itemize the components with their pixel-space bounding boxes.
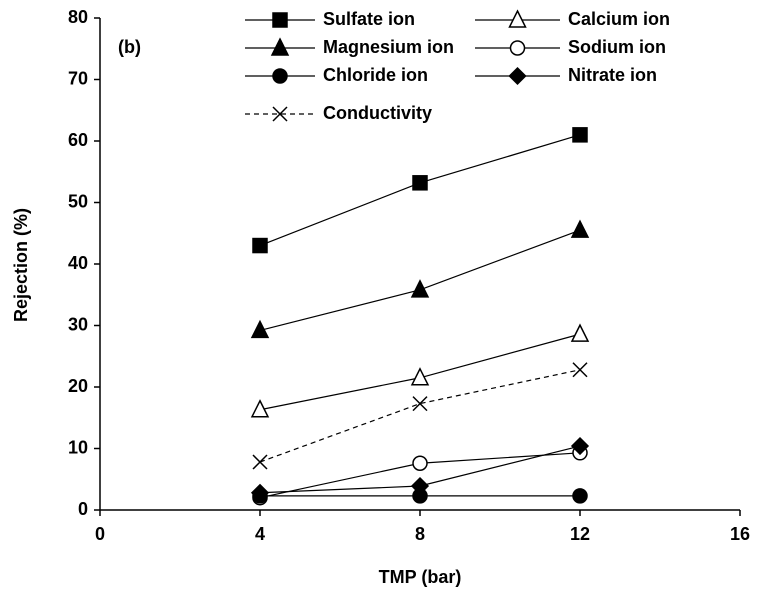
annotation: (b): [118, 37, 141, 57]
y-tick-label: 50: [68, 191, 88, 211]
y-tick-label: 0: [78, 499, 88, 519]
y-axis-label: Rejection (%): [11, 208, 31, 322]
legend-label: Nitrate ion: [568, 65, 657, 85]
data-point: [410, 476, 430, 496]
data-point: [250, 319, 270, 339]
legend-marker: [509, 40, 526, 56]
legend-marker: [272, 106, 288, 122]
y-tick-label: 40: [68, 253, 88, 273]
y-tick-label: 80: [68, 7, 88, 27]
legend-label: Conductivity: [323, 103, 432, 123]
data-point: [250, 399, 270, 418]
legend-label: Chloride ion: [323, 65, 428, 85]
data-point: [570, 436, 590, 456]
y-tick-label: 20: [68, 376, 88, 396]
legend-label: Magnesium ion: [323, 37, 454, 57]
x-tick-label: 8: [415, 524, 425, 544]
data-point: [250, 483, 270, 502]
y-tick-label: 10: [68, 437, 88, 457]
data-point: [572, 488, 588, 504]
x-tick-label: 16: [730, 524, 750, 544]
series-line: [259, 369, 581, 463]
data-point: [572, 127, 588, 143]
x-axis-label: TMP (bar): [379, 567, 462, 587]
x-tick-label: 4: [255, 524, 265, 544]
legend-label: Sodium ion: [568, 37, 666, 57]
y-tick-label: 70: [68, 68, 88, 88]
y-tick-label: 30: [68, 314, 88, 334]
data-point: [570, 219, 590, 238]
data-point: [570, 323, 590, 342]
legend-label: Calcium ion: [568, 9, 670, 29]
x-tick-label: 0: [95, 524, 105, 544]
x-tick-label: 12: [570, 524, 590, 544]
legend-label: Sulfate ion: [323, 9, 415, 29]
data-point: [410, 367, 430, 386]
legend-marker: [508, 9, 527, 28]
data-point: [412, 396, 428, 412]
data-point: [410, 279, 430, 298]
y-tick-label: 60: [68, 130, 88, 150]
legend-marker: [272, 68, 288, 84]
data-point: [252, 454, 268, 470]
data-point: [412, 175, 428, 191]
data-point: [572, 362, 588, 378]
data-point: [252, 237, 268, 254]
legend-marker: [508, 66, 527, 86]
data-point: [412, 455, 428, 472]
legend-marker: [272, 12, 288, 28]
legend-marker: [270, 37, 290, 56]
